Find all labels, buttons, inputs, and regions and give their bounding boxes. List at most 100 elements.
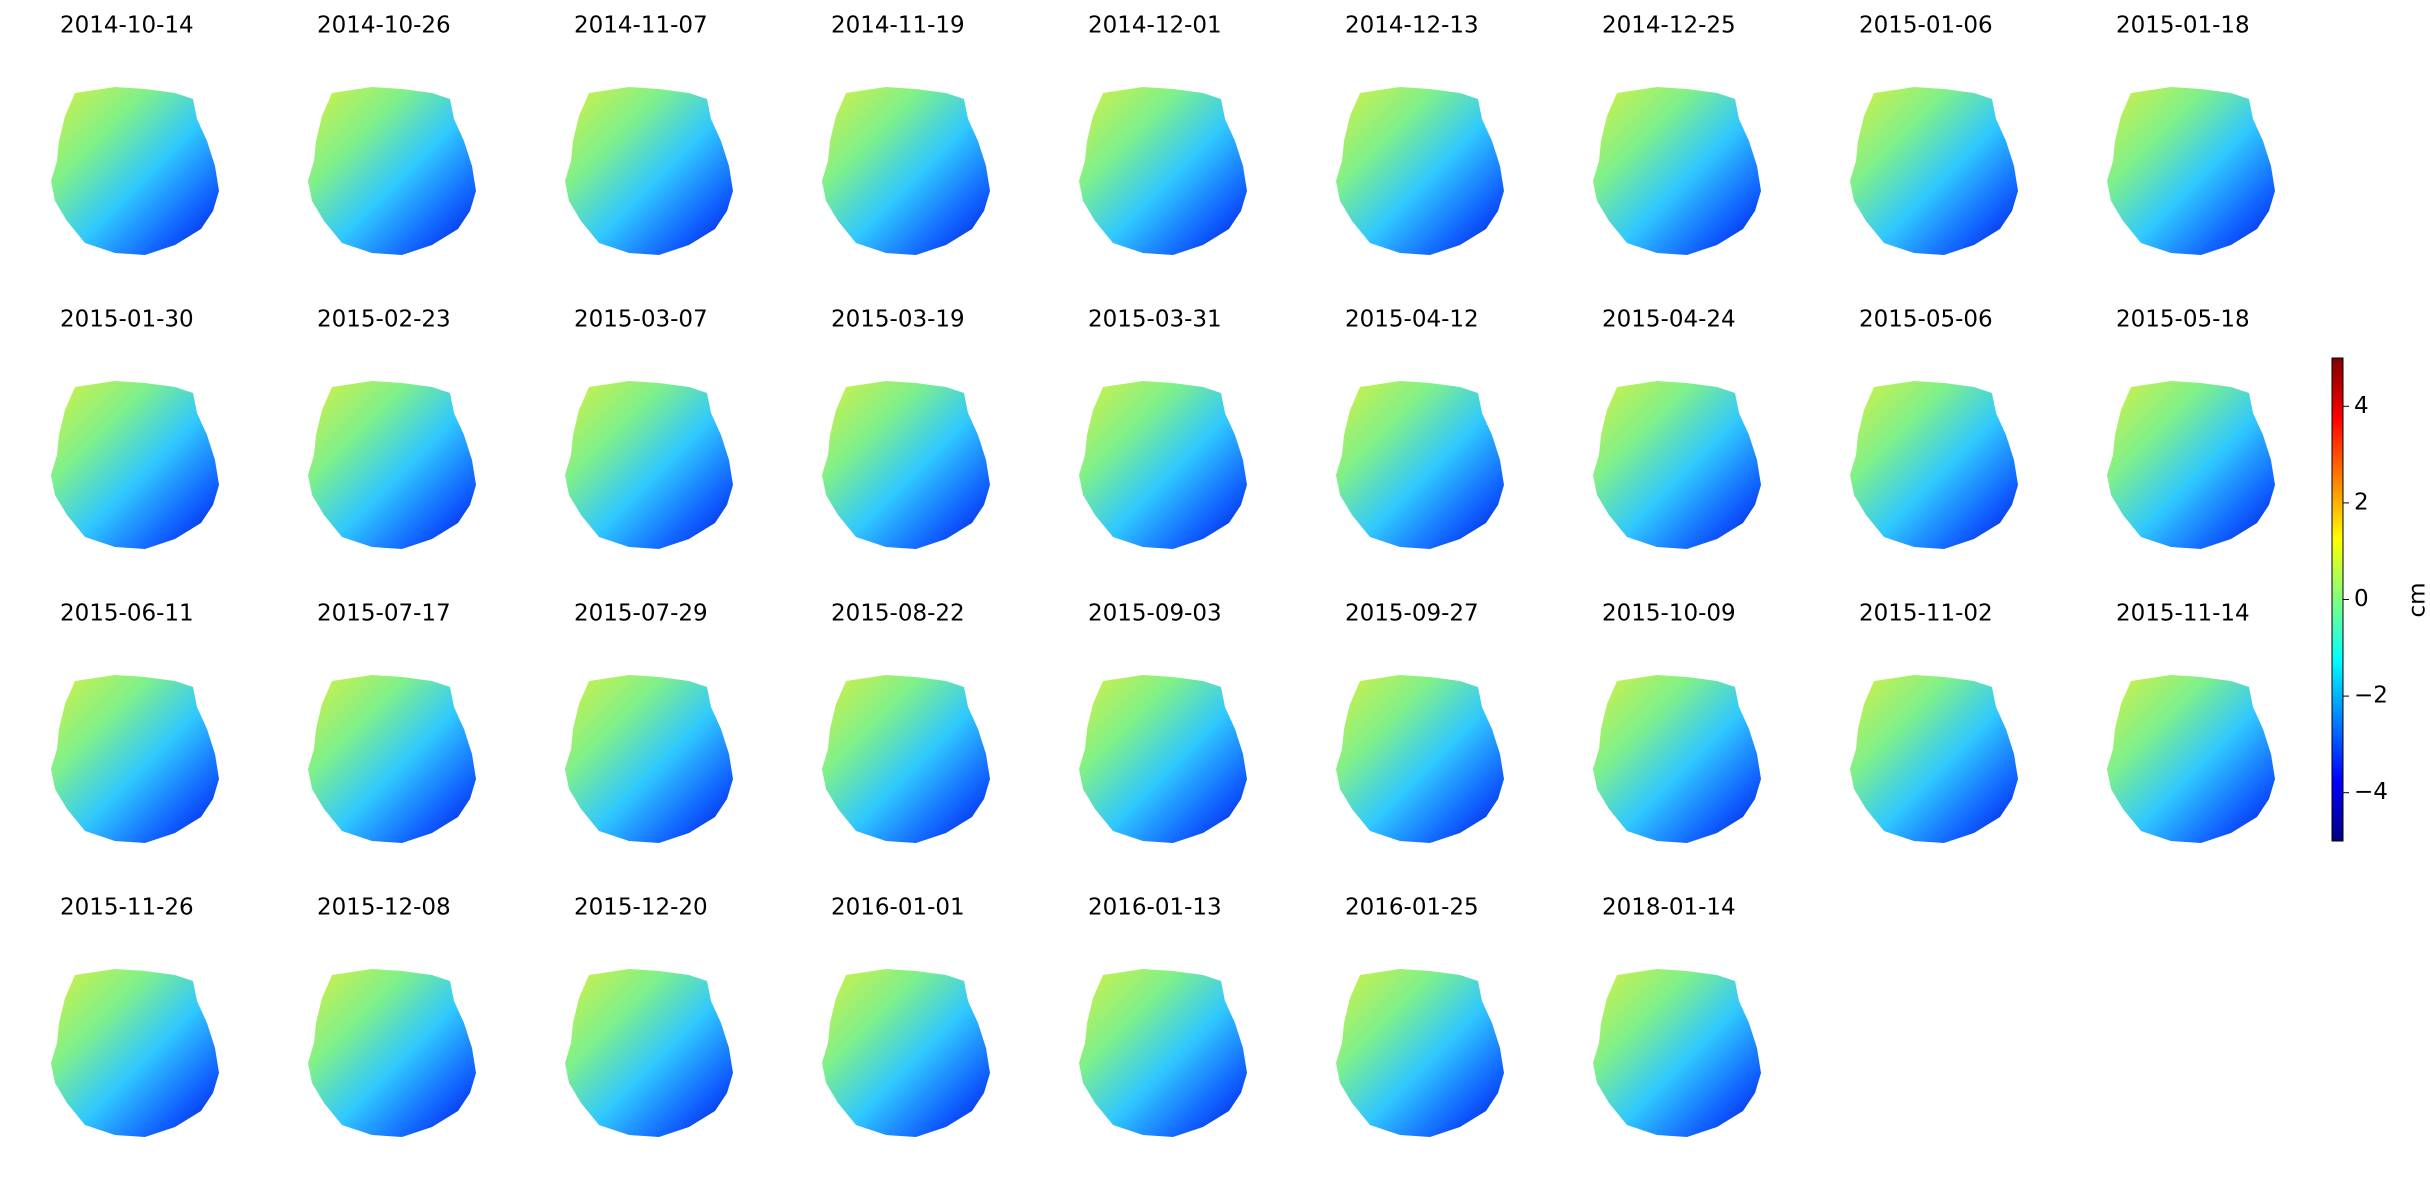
displacement-map xyxy=(565,675,733,843)
panel: 2015-04-12 xyxy=(1336,307,1504,549)
displacement-map xyxy=(308,87,476,255)
displacement-map xyxy=(822,675,990,843)
panel-title: 2015-10-09 xyxy=(1602,601,1736,627)
panel: 2015-11-14 xyxy=(2107,601,2275,843)
displacement-map xyxy=(565,969,733,1137)
panel-title: 2015-04-12 xyxy=(1345,307,1479,333)
panel-title: 2015-06-11 xyxy=(60,601,194,627)
panel-title: 2015-07-29 xyxy=(574,601,708,627)
panel-title: 2018-01-14 xyxy=(1602,895,1736,921)
displacement-map xyxy=(822,969,990,1137)
displacement-map xyxy=(51,87,219,255)
panel-title: 2014-10-26 xyxy=(317,13,451,39)
panel-title: 2015-09-03 xyxy=(1088,601,1222,627)
panel-title: 2015-02-23 xyxy=(317,307,451,333)
displacement-map xyxy=(822,381,990,549)
panel: 2015-12-08 xyxy=(308,895,476,1137)
displacement-map xyxy=(1079,381,1247,549)
panel: 2018-01-14 xyxy=(1593,895,1761,1137)
displacement-map xyxy=(308,969,476,1137)
panel: 2015-11-26 xyxy=(51,895,219,1137)
panel: 2015-09-03 xyxy=(1079,601,1247,843)
panel-title: 2014-11-19 xyxy=(831,13,965,39)
displacement-map xyxy=(2107,675,2275,843)
displacement-map xyxy=(51,675,219,843)
panel: 2015-03-19 xyxy=(822,307,990,549)
panel: 2014-10-26 xyxy=(308,13,476,255)
displacement-map xyxy=(2107,381,2275,549)
panel: 2014-12-25 xyxy=(1593,13,1761,255)
panel: 2015-02-23 xyxy=(308,307,476,549)
colorbar: cm −4 −2 0 2 4 xyxy=(2331,357,2430,842)
displacement-map xyxy=(1336,969,1504,1137)
panel: 2015-07-29 xyxy=(565,601,733,843)
panel-title: 2014-12-01 xyxy=(1088,13,1222,39)
panel: 2014-10-14 xyxy=(51,13,219,255)
colorbar-tick-label: −4 xyxy=(2354,779,2388,805)
panel-title: 2016-01-25 xyxy=(1345,895,1479,921)
panel: 2016-01-01 xyxy=(822,895,990,1137)
displacement-map xyxy=(1850,675,2018,843)
panel-title: 2015-05-06 xyxy=(1859,307,1993,333)
panel-title: 2014-12-25 xyxy=(1602,13,1736,39)
colorbar-tick-label: 4 xyxy=(2354,393,2369,419)
panel-title: 2015-01-18 xyxy=(2116,13,2250,39)
displacement-map xyxy=(1593,381,1761,549)
panel: 2015-05-18 xyxy=(2107,307,2275,549)
panel-title: 2015-07-17 xyxy=(317,601,451,627)
displacement-map xyxy=(565,87,733,255)
panel: 2015-03-31 xyxy=(1079,307,1247,549)
displacement-map xyxy=(822,87,990,255)
displacement-map xyxy=(1593,969,1761,1137)
panel: 2015-07-17 xyxy=(308,601,476,843)
displacement-map xyxy=(1593,675,1761,843)
panel-title: 2014-12-13 xyxy=(1345,13,1479,39)
panel: 2015-10-09 xyxy=(1593,601,1761,843)
colorbar-label: cm xyxy=(2405,582,2430,617)
displacement-map xyxy=(1850,87,2018,255)
panel: 2014-11-07 xyxy=(565,13,733,255)
displacement-map xyxy=(1079,87,1247,255)
panel-title: 2015-01-06 xyxy=(1859,13,1993,39)
panel: 2015-03-07 xyxy=(565,307,733,549)
panel: 2015-11-02 xyxy=(1850,601,2018,843)
displacement-map xyxy=(1850,381,2018,549)
panel-title: 2015-11-14 xyxy=(2116,601,2250,627)
displacement-map xyxy=(1079,675,1247,843)
panel-title: 2016-01-13 xyxy=(1088,895,1222,921)
panel: 2015-01-30 xyxy=(51,307,219,549)
displacement-map xyxy=(51,381,219,549)
panel: 2015-01-18 xyxy=(2107,13,2275,255)
displacement-map xyxy=(1336,675,1504,843)
panel: 2015-01-06 xyxy=(1850,13,2018,255)
panel: 2015-04-24 xyxy=(1593,307,1761,549)
displacement-map xyxy=(1079,969,1247,1137)
panel: 2015-12-20 xyxy=(565,895,733,1137)
panel-title: 2015-03-31 xyxy=(1088,307,1222,333)
panel-title: 2015-03-19 xyxy=(831,307,965,333)
displacement-map xyxy=(308,675,476,843)
panel-title: 2015-04-24 xyxy=(1602,307,1736,333)
colorbar-tick-label: 0 xyxy=(2354,586,2369,612)
colorbar-tick-label: −2 xyxy=(2354,683,2388,709)
panel: 2015-09-27 xyxy=(1336,601,1504,843)
panel: 2016-01-25 xyxy=(1336,895,1504,1137)
displacement-map xyxy=(51,969,219,1137)
panel: 2015-08-22 xyxy=(822,601,990,843)
panel-title: 2015-11-26 xyxy=(60,895,194,921)
panel: 2014-12-01 xyxy=(1079,13,1247,255)
displacement-map xyxy=(1336,87,1504,255)
panel-title: 2015-01-30 xyxy=(60,307,194,333)
panel-title: 2015-12-08 xyxy=(317,895,451,921)
panel-title: 2015-03-07 xyxy=(574,307,708,333)
panel: 2015-06-11 xyxy=(51,601,219,843)
colorbar-tick-label: 2 xyxy=(2354,489,2369,515)
panel-title: 2015-12-20 xyxy=(574,895,708,921)
panel: 2014-12-13 xyxy=(1336,13,1504,255)
panel-title: 2014-10-14 xyxy=(60,13,194,39)
displacement-map xyxy=(308,381,476,549)
displacement-map xyxy=(2107,87,2275,255)
panel-title: 2015-08-22 xyxy=(831,601,965,627)
displacement-map xyxy=(1593,87,1761,255)
